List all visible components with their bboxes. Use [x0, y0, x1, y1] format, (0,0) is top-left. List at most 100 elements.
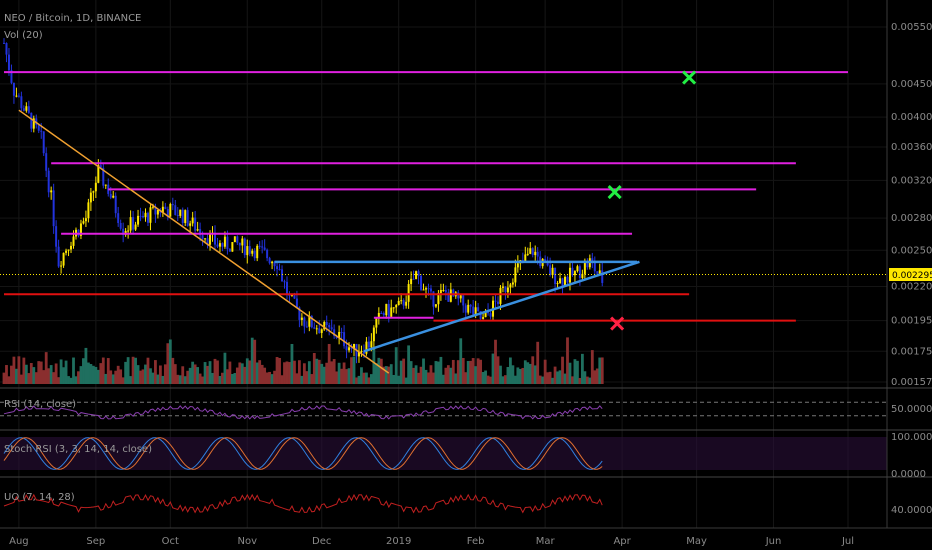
- candle-body: [303, 317, 306, 327]
- candle-body: [459, 295, 462, 299]
- candle-body: [392, 307, 395, 309]
- candle-body: [236, 236, 239, 243]
- volume-bar: [49, 365, 53, 384]
- volume-bar: [598, 357, 602, 384]
- candle-body: [134, 224, 137, 230]
- volume-bar: [300, 375, 304, 384]
- volume-bar: [389, 364, 393, 384]
- candle-body: [514, 267, 517, 283]
- candle-body: [581, 273, 584, 278]
- volume-bar: [600, 357, 604, 384]
- volume-bar: [121, 377, 125, 384]
- volume-bar: [397, 375, 401, 384]
- volume-bar: [489, 376, 492, 384]
- volume-bar: [173, 364, 177, 384]
- candle-body: [357, 352, 360, 357]
- volume-bar: [501, 376, 505, 384]
- candle-body: [397, 300, 400, 305]
- volume-bar: [518, 368, 522, 384]
- candle-body: [410, 278, 413, 285]
- candle-body: [7, 54, 10, 71]
- volume-bar: [580, 353, 584, 384]
- candle-body: [174, 205, 177, 216]
- candle-body: [524, 254, 527, 262]
- volume-bar: [280, 375, 284, 384]
- volume-bar: [427, 372, 430, 384]
- candle-body: [338, 332, 341, 339]
- candle-body: [179, 209, 182, 216]
- volume-bar: [243, 366, 247, 384]
- volume-bar: [563, 373, 567, 384]
- candle-body: [127, 230, 130, 232]
- stoch-d-line: [3, 437, 603, 470]
- volume-bar: [444, 367, 448, 384]
- candle-body: [223, 236, 226, 247]
- volume-bar: [163, 364, 167, 384]
- x-marker: [607, 185, 622, 200]
- volume-bar: [315, 358, 319, 384]
- candle-body: [122, 228, 125, 235]
- volume-bar: [275, 357, 279, 384]
- candle-body: [42, 131, 45, 154]
- candle-body: [422, 289, 425, 291]
- volume-bar: [131, 356, 135, 384]
- volume-bar: [233, 373, 237, 384]
- candle-body: [57, 246, 60, 267]
- x-marker-stroke: [607, 185, 622, 200]
- candle-body: [596, 271, 599, 274]
- volume-bar: [422, 358, 425, 384]
- volume-bar: [302, 363, 306, 384]
- volume-bar: [79, 366, 83, 384]
- volume-bar: [561, 356, 564, 384]
- volume-bar: [193, 364, 197, 384]
- candle-body: [372, 327, 375, 342]
- volume-bar: [104, 373, 108, 384]
- volume-bar: [136, 365, 140, 384]
- candle-body: [462, 295, 465, 306]
- candle-body: [573, 271, 576, 276]
- volume-bar: [235, 367, 239, 384]
- candle-body: [50, 190, 53, 193]
- candle-body: [586, 262, 589, 268]
- candle-body: [181, 209, 184, 223]
- volume-bar: [57, 377, 61, 384]
- candle-body: [601, 270, 604, 283]
- candle-body: [27, 106, 30, 113]
- drawings[interactable]: [0, 71, 887, 374]
- volume-bar: [74, 376, 78, 384]
- candle-body: [298, 307, 301, 320]
- volume-bar: [399, 360, 403, 384]
- indicator-panels: [0, 401, 887, 514]
- candle-body: [109, 193, 112, 198]
- candle-body: [350, 347, 353, 349]
- candle-body: [576, 266, 579, 272]
- y-tick-label: 0.001570: [891, 377, 932, 388]
- candle-body: [3, 42, 5, 44]
- volume-bar: [523, 360, 527, 384]
- candle-body: [516, 263, 519, 268]
- volume-bar: [342, 362, 346, 384]
- volume-bar: [208, 361, 212, 384]
- volume-bar: [139, 370, 142, 384]
- candle-body: [221, 243, 224, 247]
- volume-bar: [268, 371, 272, 384]
- volume-bar: [171, 357, 175, 384]
- volume-bar: [466, 360, 470, 384]
- candle-body: [164, 206, 167, 210]
- volume-bar: [499, 365, 502, 384]
- candle-body: [47, 170, 50, 193]
- volume-bar: [37, 361, 41, 384]
- candle-body: [246, 246, 249, 256]
- volume-bar: [571, 376, 574, 384]
- candle-body: [196, 229, 199, 231]
- x-marker-stroke: [610, 316, 625, 331]
- candle-body: [15, 95, 18, 97]
- volume-bar: [509, 357, 512, 384]
- candle-body: [499, 287, 502, 304]
- volume-bar: [126, 357, 130, 384]
- volume-bar: [253, 339, 257, 384]
- candle-body: [79, 223, 82, 236]
- x-tick-label: Mar: [536, 536, 556, 547]
